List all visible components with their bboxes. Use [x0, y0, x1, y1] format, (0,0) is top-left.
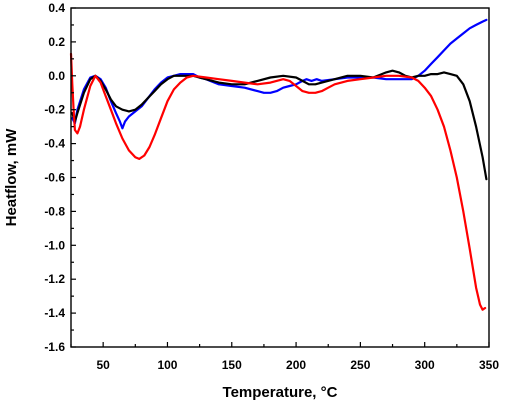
- y-tick-label: -0.8: [44, 204, 65, 218]
- y-tick-label: -1.6: [44, 340, 65, 354]
- ticks-layer: 50 100 150 200 250 300 350 0.4 0.2 0.0 -0.2 -0.4 -0.…: [44, 1, 499, 372]
- y-tick-label: -0.6: [44, 171, 65, 185]
- y-tick-label: -1.2: [44, 272, 65, 286]
- x-tick-label: 200: [286, 358, 306, 372]
- y-tick-label: 0.0: [48, 69, 65, 83]
- y-tick-label: -1.0: [44, 238, 65, 252]
- y-tick-label: -0.2: [44, 103, 65, 117]
- y-tick-label: -0.4: [44, 137, 65, 151]
- x-axis-title: Temperature, °C: [223, 384, 338, 401]
- plot-area: 50 100 150 200 250 300 350 0.4 0.2 0.0 -0.2 -0.4 -0.…: [44, 1, 499, 372]
- y-tick-label: 0.4: [48, 1, 65, 15]
- x-tick-label: 150: [222, 358, 242, 372]
- y-axis-title: Heatflow, mW: [3, 128, 20, 227]
- x-tick-label: 350: [479, 358, 499, 372]
- series-line-blue: [71, 18, 488, 130]
- y-tick-label: 0.2: [48, 35, 65, 49]
- y-tick-label: -1.4: [44, 306, 65, 320]
- x-tick-label: 100: [157, 358, 177, 372]
- series-line-black: [71, 69, 488, 181]
- series-layer: [69, 18, 488, 311]
- plot-frame: [70, 7, 490, 348]
- x-tick-label: 300: [415, 358, 435, 372]
- x-tick-label: 50: [96, 358, 110, 372]
- series-line-red: [69, 52, 487, 311]
- x-tick-label: 250: [350, 358, 370, 372]
